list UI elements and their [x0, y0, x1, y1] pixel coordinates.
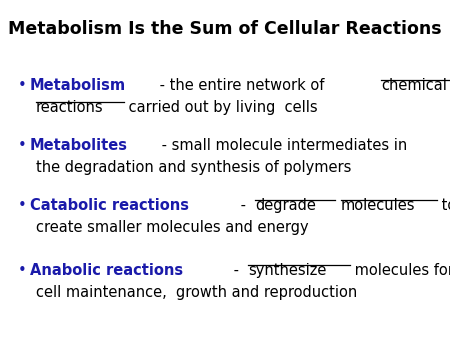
Text: -: -	[229, 263, 243, 278]
Text: - the entire network of: - the entire network of	[155, 78, 329, 93]
Text: Metabolism Is the Sum of Cellular Reactions: Metabolism Is the Sum of Cellular Reacti…	[8, 20, 442, 38]
Text: •: •	[18, 263, 27, 278]
Text: create smaller molecules and energy: create smaller molecules and energy	[36, 220, 309, 235]
Text: Anabolic reactions: Anabolic reactions	[30, 263, 183, 278]
Text: synthesize: synthesize	[248, 263, 326, 278]
Text: •: •	[18, 198, 27, 213]
Text: •: •	[18, 78, 27, 93]
Text: to: to	[437, 198, 450, 213]
Text: -: -	[237, 198, 251, 213]
Text: chemical: chemical	[381, 78, 447, 93]
Text: molecules for: molecules for	[350, 263, 450, 278]
Text: carried out by living  cells: carried out by living cells	[124, 100, 317, 115]
Text: degrade: degrade	[256, 198, 316, 213]
Text: reactions: reactions	[36, 100, 104, 115]
Text: - small molecule intermediates in: - small molecule intermediates in	[157, 138, 408, 153]
Text: Catabolic reactions: Catabolic reactions	[30, 198, 189, 213]
Text: cell maintenance,  growth and reproduction: cell maintenance, growth and reproductio…	[36, 285, 357, 300]
Text: •: •	[18, 138, 27, 153]
Text: molecules: molecules	[341, 198, 415, 213]
Text: Metabolites: Metabolites	[30, 138, 128, 153]
Text: the degradation and synthesis of polymers: the degradation and synthesis of polymer…	[36, 160, 351, 175]
Text: Metabolism: Metabolism	[30, 78, 126, 93]
